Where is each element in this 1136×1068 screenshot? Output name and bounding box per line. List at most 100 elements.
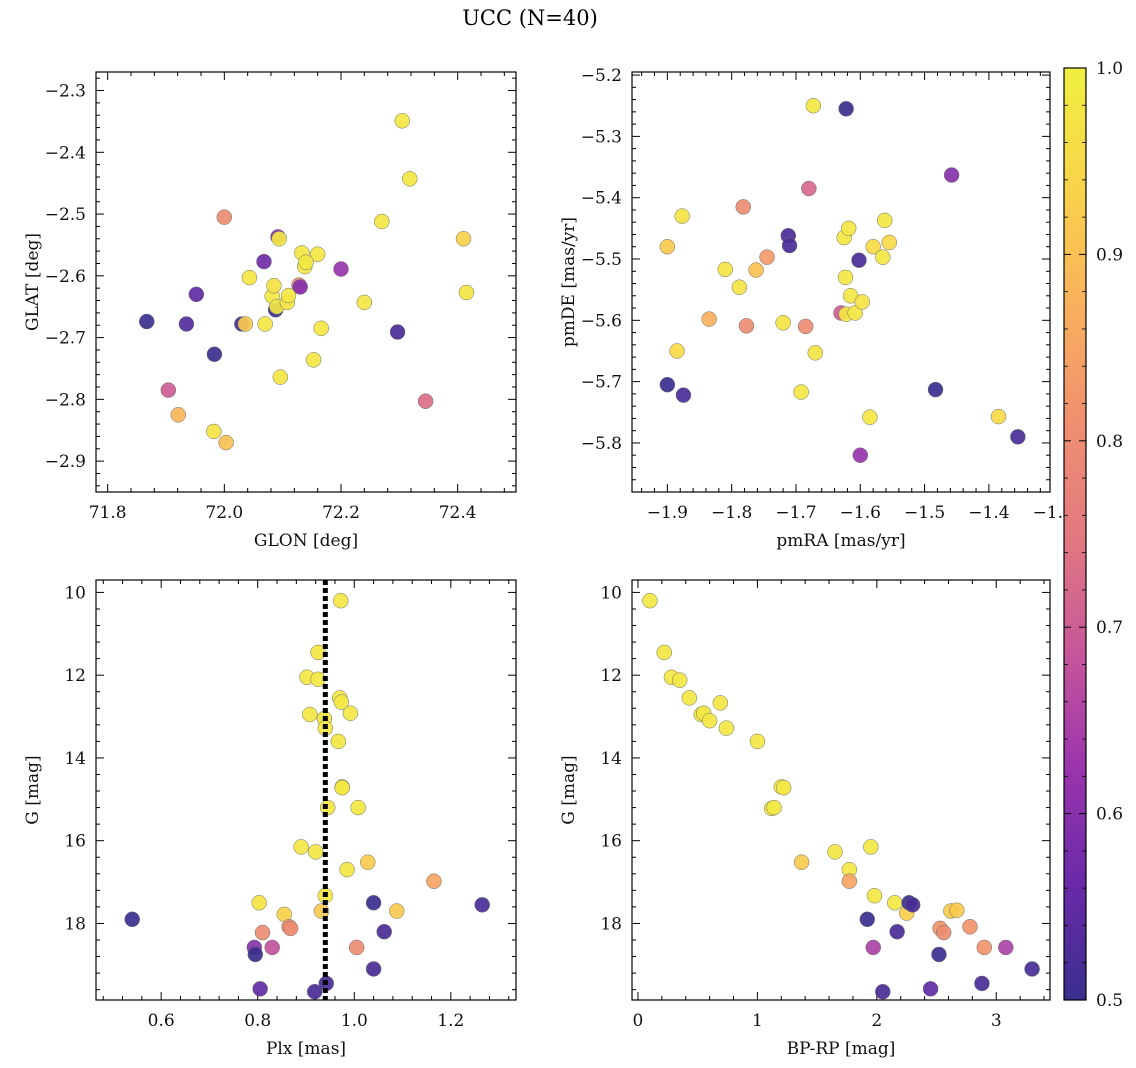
data-point [990,408,1007,425]
ytick-label: −5.4 [581,189,622,209]
data-point [298,254,314,270]
colorbar: 0.5 0.6 0.7 0.8 0.9 1.0 [1063,59,1123,1011]
data-point [875,249,891,265]
data-point [292,279,308,295]
subplot-c: 0.6 0.8 1.0 1.2 10 12 14 16 18 Plx [mas] G [mag] [23,579,517,1059]
ytick-label: −5.8 [581,434,622,454]
data-point [793,384,809,400]
ytick-label: −5.2 [581,66,622,86]
data-point [124,911,140,928]
data-point [801,180,817,197]
data-point [669,343,685,359]
data-point [935,924,952,941]
data-point [1010,429,1026,445]
data-point [866,887,883,904]
data-point [949,902,965,918]
ytick-label: −5.5 [581,250,622,270]
xtick-label: 72.2 [322,503,360,523]
data-point [862,409,878,425]
colorbar-tick-label: 1.0 [1096,59,1123,79]
data-point [943,167,960,183]
data-point [731,279,748,295]
y-axis-label: G [mag] [559,755,579,824]
data-point [838,101,854,117]
data-point [847,305,863,321]
axes-frame [631,71,1051,493]
data-point [365,895,382,911]
data-point [271,231,287,247]
data-point [402,171,418,187]
data-point [865,939,881,956]
data-point [775,315,791,331]
data-point [875,983,891,1000]
xtick-label: −1.6 [840,503,881,523]
data-point [672,672,688,688]
axes-frame [95,579,517,1001]
points-c [124,592,490,1000]
y-axis-label: pmDE [mas/yr] [559,217,579,347]
data-point [793,854,810,870]
data-point [748,262,764,278]
xtick-label: −1.5 [904,503,945,523]
ytick-label: 18 [64,914,86,934]
data-point [827,844,843,860]
ticks-d [632,580,1050,1000]
data-point [797,318,814,335]
data-point [775,779,792,796]
ytick-label: −2.9 [45,452,86,472]
ytick-label: −2.6 [45,267,86,287]
data-point [766,799,782,816]
data-point [333,694,349,710]
data-point [718,720,735,736]
xtick-label: 71.8 [89,503,127,523]
data-point [701,311,717,327]
data-point [237,316,254,332]
figure-title: UCC (N=40) [462,6,598,30]
data-point [356,294,373,311]
ytick-label: −5.3 [581,127,622,147]
xtick-label: 1.0 [341,1011,368,1031]
data-point [272,369,289,385]
data-point [334,779,350,796]
data-point [889,923,905,940]
data-point [394,113,410,129]
data-point [675,387,692,403]
colorbar-tick-label: 0.5 [1096,991,1123,1011]
xtick-label: −1.9 [647,503,688,523]
colorbar-tick-label: 0.8 [1096,432,1123,452]
data-point [350,799,366,816]
data-point [251,895,267,911]
axes-frame [95,71,517,493]
x-axis-label: pmRA [mas/yr] [776,531,905,551]
ytick-label: 16 [600,832,622,852]
xtick-label: −1.8 [711,503,752,523]
data-point [247,946,264,963]
data-point [257,316,273,332]
data-point [313,903,330,919]
x-axis-label: Plx [mas] [266,1039,346,1059]
colorbar-tick-label: 0.6 [1096,805,1123,825]
data-point [139,313,155,330]
data-point [659,238,676,255]
data-point [642,592,658,609]
data-point [749,733,766,750]
data-point [305,352,322,368]
ytick-label: 14 [64,749,86,769]
y-axis-label: GLAT [deg] [23,233,43,331]
data-point [160,382,177,398]
xtick-label: 1.2 [437,1011,464,1031]
xtick-label: 72.4 [439,503,477,523]
ticks-b [632,72,1050,493]
data-point [206,423,222,440]
y-axis-label: G [mag] [23,755,43,824]
data-point [254,924,271,941]
data-point [851,252,867,268]
data-point [365,961,382,977]
ytick-label: −2.4 [45,143,86,163]
points-a [139,113,475,451]
data-point [309,246,326,262]
data-point [302,706,318,723]
xtick-label: 0.6 [148,1011,175,1031]
ytick-label: 18 [600,914,622,934]
data-point [306,983,323,1000]
